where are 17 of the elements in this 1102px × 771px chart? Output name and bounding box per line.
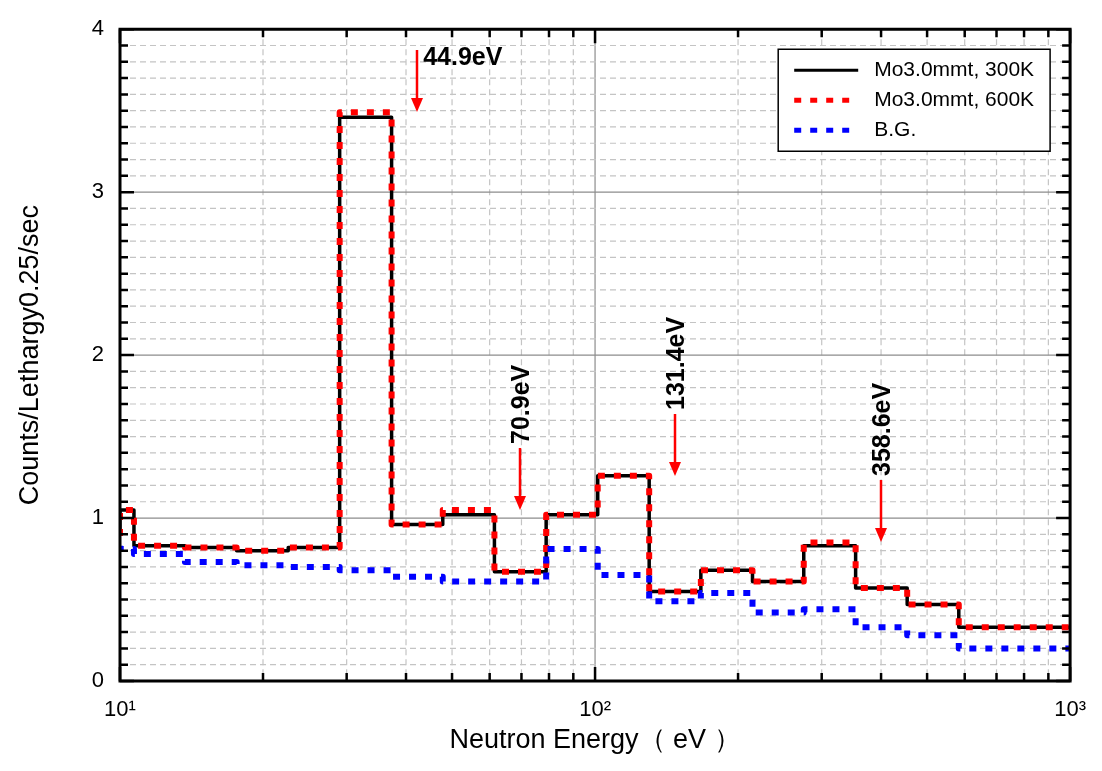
- annotation: 44.9eV: [423, 42, 503, 71]
- y-tick-label: 3: [91, 178, 104, 204]
- legend-label: B.G.: [874, 117, 917, 140]
- y-tick-label: 1: [91, 504, 104, 530]
- legend-label: Mo3.0mmt, 600K: [874, 87, 1035, 110]
- annotation: 70.9eV: [506, 364, 535, 444]
- x-tick-label: 10³: [1054, 696, 1086, 722]
- y-tick-label: 0: [91, 667, 104, 693]
- y-tick-label: 2: [91, 341, 104, 367]
- annotation: 358.6eV: [867, 383, 896, 477]
- x-tick-label: 10¹: [104, 696, 136, 722]
- legend-label: Mo3.0mmt, 300K: [874, 57, 1035, 80]
- x-axis-title: Neutron Energy（ eV ）: [449, 724, 741, 755]
- y-axis-title: Counts/Lethargy0.25/sec: [13, 205, 44, 506]
- x-tick-label: 10²: [579, 696, 611, 722]
- annotation: 131.4eV: [661, 316, 690, 410]
- y-tick-label: 4: [91, 15, 104, 41]
